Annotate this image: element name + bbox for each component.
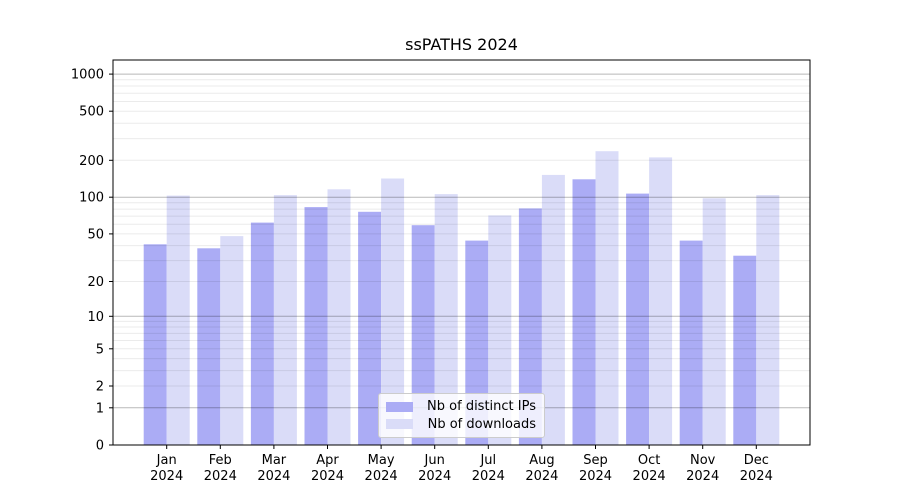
y-tick-label: 100 <box>79 191 104 206</box>
bar-nb-of-distinct-ips-jun <box>411 225 435 445</box>
x-tick-label: Jun 2024 <box>418 453 451 484</box>
x-tick-label: Oct 2024 <box>633 453 666 484</box>
y-tick-label: 20 <box>87 275 104 290</box>
bar-nb-of-downloads-jul <box>488 215 512 445</box>
x-tick-label: Dec 2024 <box>740 453 773 484</box>
bar-nb-of-downloads-may <box>381 178 405 445</box>
legend: Nb of distinct IPs Nb of downloads <box>378 393 545 438</box>
bar-nb-of-distinct-ips-jan <box>143 244 167 445</box>
legend-swatch-downloads <box>386 419 413 430</box>
bars <box>143 151 780 446</box>
x-tick-label: Feb 2024 <box>204 453 237 484</box>
bar-nb-of-downloads-nov <box>702 198 726 445</box>
y-tick-label: 10 <box>87 310 104 325</box>
y-tick-label: 200 <box>79 154 104 169</box>
bar-nb-of-distinct-ips-may <box>358 211 382 445</box>
bar-nb-of-distinct-ips-oct <box>626 193 650 445</box>
x-tick-label: Jan 2024 <box>150 453 183 484</box>
x-tick-label: Nov 2024 <box>686 453 719 484</box>
y-tick-label: 0 <box>96 439 104 454</box>
bar-nb-of-distinct-ips-mar <box>250 222 274 445</box>
bar-nb-of-downloads-aug <box>541 174 565 445</box>
y-tick-label: 50 <box>87 227 104 242</box>
bar-nb-of-downloads-feb <box>220 236 244 445</box>
x-tick-label: Sep 2024 <box>579 453 612 484</box>
x-tick-label: Mar 2024 <box>257 453 290 484</box>
x-tick-label: May 2024 <box>365 453 398 484</box>
bar-nb-of-distinct-ips-feb <box>197 248 221 445</box>
y-tick-label: 5 <box>96 342 104 357</box>
bar-nb-of-downloads-jun <box>434 194 458 445</box>
axis-frame <box>112 59 811 446</box>
x-tick-label: Apr 2024 <box>311 453 344 484</box>
bar-nb-of-distinct-ips-dec <box>733 255 757 445</box>
bar-nb-of-downloads-jan <box>166 195 190 445</box>
bar-nb-of-downloads-apr <box>327 189 351 445</box>
bar-nb-of-downloads-sep <box>595 151 619 445</box>
bar-nb-of-downloads-dec <box>756 195 780 445</box>
bar-nb-of-distinct-ips-nov <box>679 240 703 445</box>
bar-nb-of-distinct-ips-aug <box>518 208 542 445</box>
y-axis-ticks: 0 1 2 5 10 20 50 100 200 500 1000 <box>71 68 113 454</box>
x-tick-label: Jul 2024 <box>472 453 505 484</box>
bar-nb-of-distinct-ips-apr <box>304 207 328 445</box>
legend-item-distinct-ips: Nb of distinct IPs <box>386 399 536 414</box>
legend-label-distinct-ips: Nb of distinct IPs <box>427 399 536 415</box>
y-tick-label: 500 <box>79 105 104 120</box>
legend-swatch-distinct-ips <box>386 401 413 412</box>
x-tick-label: Aug 2024 <box>525 453 558 484</box>
y-tick-label: 1 <box>96 401 104 416</box>
bar-nb-of-downloads-oct <box>649 157 673 445</box>
y-tick-label: 1000 <box>71 68 104 83</box>
chart-title: ssPATHS 2024 <box>405 35 518 54</box>
y-tick-label: 2 <box>96 380 104 395</box>
x-axis-ticks: Jan 2024 Feb 2024 Mar 2024 Apr 2024 May 2024 Jun 20… <box>150 445 773 484</box>
bar-nb-of-distinct-ips-sep <box>572 179 596 446</box>
legend-item-downloads: Nb of downloads <box>386 417 536 432</box>
legend-label-downloads: Nb of downloads <box>427 416 536 432</box>
bar-nb-of-downloads-mar <box>273 195 297 445</box>
axes <box>112 59 811 446</box>
gridlines <box>113 73 810 409</box>
